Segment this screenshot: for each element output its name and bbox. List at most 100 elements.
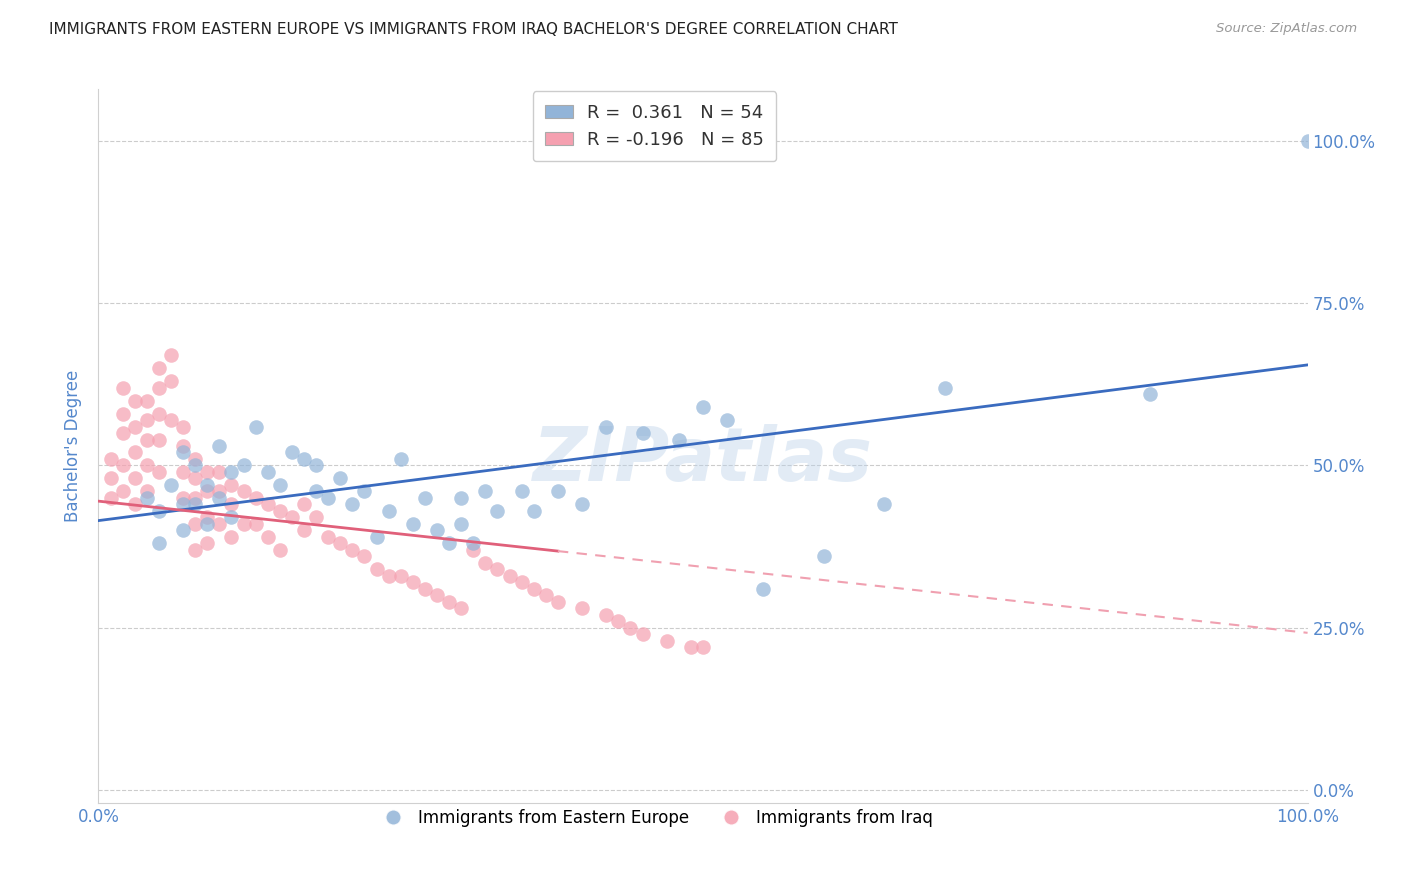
Point (655, 633, 678, 648)
Point (463, 536, 485, 550)
Point (389, 568, 412, 582)
Point (377, 504, 399, 518)
Point (595, 419, 617, 434)
Point (486, 504, 509, 518)
Point (100, 452, 122, 467)
Point (221, 497, 243, 511)
Point (463, 542, 485, 557)
Point (668, 433, 690, 447)
Point (208, 465, 231, 479)
Point (510, 484, 533, 499)
Point (534, 588, 557, 602)
Point (124, 445, 146, 459)
Point (111, 425, 134, 440)
Point (172, 524, 194, 538)
Point (631, 627, 654, 641)
Point (148, 381, 170, 395)
Point (353, 484, 375, 499)
Point (148, 361, 170, 376)
Point (160, 413, 183, 427)
Point (305, 510, 328, 524)
Point (232, 458, 254, 473)
Point (184, 497, 207, 511)
Point (172, 419, 194, 434)
Point (172, 439, 194, 453)
Point (195, 516, 218, 531)
Point (366, 530, 388, 544)
Point (195, 478, 218, 492)
Point (172, 465, 194, 479)
Point (160, 478, 183, 492)
Point (353, 549, 375, 564)
Point (221, 465, 243, 479)
Point (124, 419, 146, 434)
Text: Source: ZipAtlas.com: Source: ZipAtlas.com (1216, 22, 1357, 36)
Point (366, 562, 388, 576)
Point (498, 568, 520, 582)
Point (752, 582, 775, 596)
Point (184, 491, 207, 505)
Point (124, 471, 146, 485)
Point (208, 491, 231, 505)
Point (523, 504, 546, 518)
Point (571, 601, 593, 615)
Point (342, 542, 364, 557)
Point (256, 530, 278, 544)
Point (172, 445, 194, 459)
Point (160, 374, 183, 388)
Point (256, 465, 278, 479)
Point (474, 484, 496, 499)
Point (148, 407, 170, 421)
Point (305, 484, 328, 499)
Point (1296, 134, 1319, 148)
Point (873, 497, 896, 511)
Point (305, 458, 328, 473)
Point (208, 439, 231, 453)
Point (413, 582, 436, 596)
Point (292, 524, 315, 538)
Point (208, 484, 231, 499)
Y-axis label: Bachelor's Degree: Bachelor's Degree (65, 370, 83, 522)
Point (329, 536, 352, 550)
Text: IMMIGRANTS FROM EASTERN EUROPE VS IMMIGRANTS FROM IRAQ BACHELOR'S DEGREE CORRELA: IMMIGRANTS FROM EASTERN EUROPE VS IMMIGR… (49, 22, 898, 37)
Point (135, 393, 157, 408)
Point (510, 575, 533, 590)
Point (679, 640, 702, 654)
Point (402, 516, 425, 531)
Point (100, 491, 122, 505)
Point (184, 516, 207, 531)
Point (195, 484, 218, 499)
Point (692, 400, 714, 414)
Text: ZIPatlas: ZIPatlas (533, 424, 873, 497)
Point (269, 542, 291, 557)
Point (523, 582, 546, 596)
Point (135, 484, 157, 499)
Point (256, 497, 278, 511)
Point (934, 381, 956, 395)
Point (148, 504, 170, 518)
Point (111, 381, 134, 395)
Point (619, 621, 641, 635)
Point (160, 348, 183, 362)
Point (195, 510, 218, 524)
Point (607, 614, 630, 628)
Point (281, 510, 304, 524)
Legend: Immigrants from Eastern Europe, Immigrants from Iraq: Immigrants from Eastern Europe, Immigran… (370, 803, 939, 834)
Point (389, 452, 412, 467)
Point (135, 413, 157, 427)
Point (426, 524, 449, 538)
Point (474, 556, 496, 570)
Point (135, 491, 157, 505)
Point (437, 536, 460, 550)
Point (135, 433, 157, 447)
Point (402, 575, 425, 590)
Point (232, 516, 254, 531)
Point (124, 497, 146, 511)
Point (195, 465, 218, 479)
Point (292, 497, 315, 511)
Point (148, 536, 170, 550)
Point (124, 393, 146, 408)
Point (595, 607, 617, 622)
Point (111, 484, 134, 499)
Point (184, 452, 207, 467)
